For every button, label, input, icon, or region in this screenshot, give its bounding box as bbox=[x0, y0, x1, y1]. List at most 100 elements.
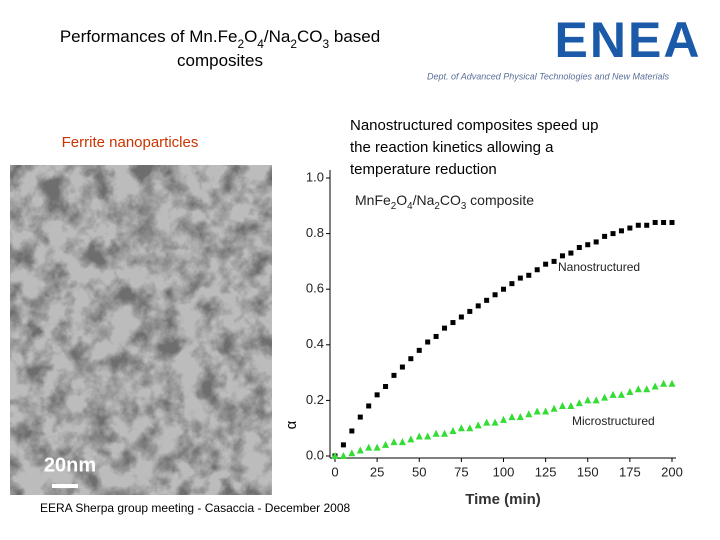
chart: 0.0 0.2 0.4 0.6 0.8 1.0 0 25 50 75 100 125 150 175 200… bbox=[283, 169, 683, 508]
point bbox=[543, 261, 549, 267]
point bbox=[627, 225, 633, 231]
dept: Dept. of Advanced Physical Technologies … bbox=[427, 71, 669, 81]
point bbox=[373, 443, 381, 451]
text-part: O bbox=[244, 27, 257, 46]
statement: Nanostructured composites speed up bbox=[350, 117, 598, 134]
point bbox=[626, 388, 634, 396]
chart-title: MnFe2O4/Na2CO3 composite bbox=[355, 192, 534, 212]
point bbox=[651, 382, 659, 390]
legend-label: Microstructured bbox=[572, 414, 655, 428]
point bbox=[517, 275, 523, 281]
text-part: 2 bbox=[391, 201, 396, 212]
y-tick-label: 0.8 bbox=[306, 225, 324, 240]
point bbox=[458, 314, 464, 320]
x-tick-label: 125 bbox=[535, 464, 557, 479]
point bbox=[391, 372, 397, 378]
point bbox=[652, 219, 658, 225]
point bbox=[484, 297, 490, 303]
slide-title: composites bbox=[177, 51, 263, 70]
point bbox=[399, 364, 405, 370]
point bbox=[425, 339, 431, 345]
point bbox=[643, 385, 651, 393]
x-tick-label: 0 bbox=[331, 464, 338, 479]
point bbox=[331, 452, 339, 459]
text-part: 4 bbox=[407, 201, 413, 212]
x-axis-label: Time (min) bbox=[465, 491, 541, 508]
point bbox=[533, 407, 541, 415]
statement: temperature reduction bbox=[350, 161, 497, 178]
slide-title: Performances of Mn.Fe2O4/Na2CO3 based bbox=[60, 27, 380, 51]
point bbox=[442, 325, 448, 331]
text-part: 2 bbox=[434, 201, 439, 212]
point bbox=[457, 424, 465, 432]
point bbox=[441, 429, 449, 437]
text-part: composites bbox=[177, 51, 263, 70]
text-part: O bbox=[396, 192, 407, 208]
y-tick-label: 0.4 bbox=[306, 336, 324, 351]
point bbox=[526, 272, 532, 278]
footer: EERA Sherpa group meeting - Casaccia - D… bbox=[40, 501, 350, 515]
text-part: CO bbox=[440, 192, 461, 208]
point bbox=[617, 390, 625, 398]
point bbox=[432, 429, 440, 437]
text-part: 3 bbox=[461, 201, 467, 212]
point bbox=[475, 303, 481, 309]
scale-bar bbox=[52, 484, 78, 488]
point bbox=[374, 392, 380, 398]
text-part: 3 bbox=[323, 37, 330, 51]
point bbox=[339, 452, 347, 459]
point bbox=[551, 258, 557, 264]
point bbox=[382, 440, 390, 448]
x-tick-label: 200 bbox=[661, 464, 683, 479]
sem-image bbox=[10, 165, 272, 495]
point bbox=[602, 233, 608, 239]
y-axis-label: α bbox=[283, 420, 300, 429]
text-part: CO bbox=[297, 27, 323, 46]
point bbox=[500, 415, 507, 423]
point bbox=[584, 396, 592, 404]
point bbox=[542, 407, 550, 415]
text-part: composite bbox=[466, 192, 534, 208]
point bbox=[567, 401, 575, 409]
point bbox=[634, 385, 642, 393]
point bbox=[483, 418, 491, 426]
point bbox=[585, 242, 591, 248]
point bbox=[593, 239, 599, 245]
y-tick-label: 0.2 bbox=[306, 392, 324, 407]
point bbox=[618, 228, 624, 234]
point bbox=[669, 219, 675, 225]
logo: ENEA bbox=[555, 12, 702, 68]
point bbox=[509, 281, 515, 287]
x-tick-label: 50 bbox=[412, 464, 426, 479]
point bbox=[534, 267, 540, 273]
point bbox=[398, 438, 406, 446]
legend-label: Nanostructured bbox=[558, 260, 640, 274]
point bbox=[661, 219, 667, 225]
point bbox=[466, 424, 474, 432]
point bbox=[592, 396, 600, 404]
point bbox=[424, 432, 432, 440]
image-caption: Ferrite nanoparticles bbox=[62, 134, 199, 151]
point bbox=[415, 432, 423, 440]
y-tick-label: 1.0 bbox=[306, 169, 324, 184]
y-tick-label: 0.6 bbox=[306, 281, 324, 296]
point bbox=[609, 390, 617, 398]
point bbox=[559, 253, 565, 259]
statement: the reaction kinetics allowing a bbox=[350, 139, 554, 156]
point bbox=[575, 399, 583, 407]
x-tick-label: 25 bbox=[370, 464, 384, 479]
point bbox=[474, 421, 482, 429]
point bbox=[558, 401, 566, 409]
text-part: /Na bbox=[413, 192, 435, 208]
scale-label: 20nm bbox=[44, 454, 96, 476]
point bbox=[408, 356, 414, 362]
text-part: 2 bbox=[237, 37, 244, 51]
point bbox=[508, 413, 516, 421]
point bbox=[467, 308, 473, 314]
point bbox=[660, 379, 668, 387]
point bbox=[366, 403, 372, 409]
point bbox=[383, 384, 389, 389]
point bbox=[668, 379, 676, 387]
text-part: 4 bbox=[257, 37, 264, 51]
